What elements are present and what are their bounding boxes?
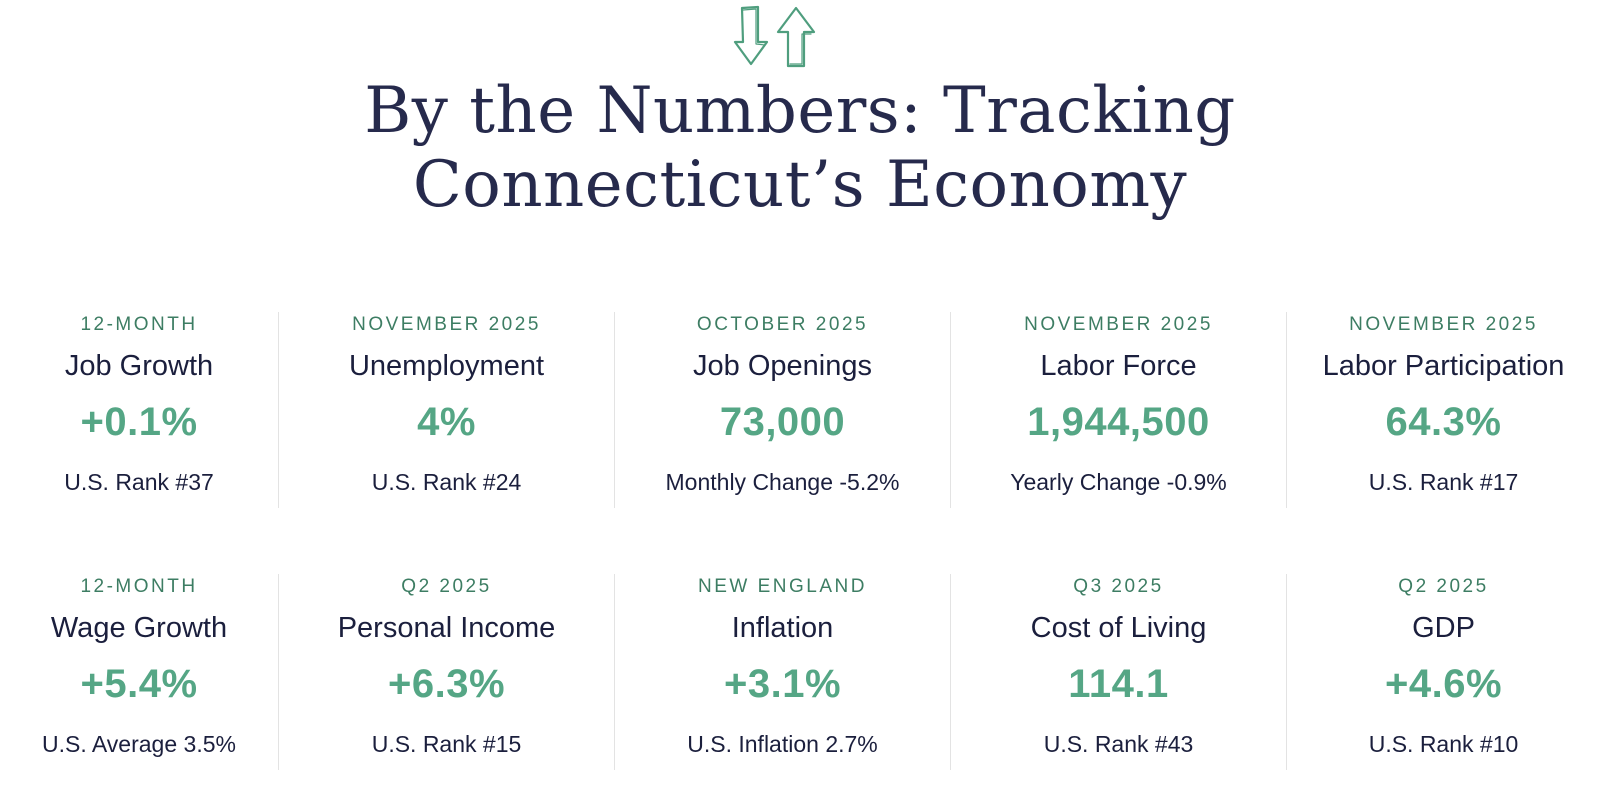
stat-metric: Inflation — [731, 612, 834, 644]
stat-subtext: U.S. Rank #10 — [1368, 731, 1519, 757]
stat-value: 4% — [417, 400, 476, 444]
stat-value: 64.3% — [1385, 400, 1502, 444]
stat-period: OCTOBER 2025 — [696, 314, 869, 335]
stat-card-job-growth: 12-MONTH Job Growth +0.1% U.S. Rank #37 — [0, 312, 278, 508]
stats-row-2: 12-MONTH Wage Growth +5.4% U.S. Average … — [0, 574, 1600, 770]
stat-period: NOVEMBER 2025 — [1349, 314, 1538, 335]
stat-value: +5.4% — [80, 662, 198, 706]
stat-subtext: U.S. Rank #17 — [1368, 469, 1519, 495]
stat-period: Q3 2025 — [1073, 576, 1164, 597]
stat-metric: Labor Participation — [1322, 350, 1565, 382]
stat-value: 114.1 — [1068, 662, 1169, 706]
stat-card-gdp: Q2 2025 GDP +4.6% U.S. Rank #10 — [1286, 574, 1600, 770]
stat-subtext: U.S. Rank #43 — [1043, 731, 1194, 757]
stat-metric: Cost of Living — [1030, 612, 1207, 644]
stat-card-labor-force: NOVEMBER 2025 Labor Force 1,944,500 Year… — [950, 312, 1286, 508]
stat-value: 73,000 — [719, 400, 846, 444]
stat-subtext: U.S. Average 3.5% — [42, 731, 236, 757]
stat-metric: Job Openings — [693, 350, 872, 382]
stat-metric: Personal Income — [337, 612, 556, 644]
stats-grid: 12-MONTH Job Growth +0.1% U.S. Rank #37 … — [0, 312, 1600, 788]
stat-metric: Job Growth — [64, 350, 214, 382]
stat-period: 12-MONTH — [80, 314, 198, 335]
stat-subtext: U.S. Inflation 2.7% — [687, 731, 878, 757]
stat-period: NOVEMBER 2025 — [1024, 314, 1213, 335]
stat-period: 12-MONTH — [80, 576, 198, 597]
stat-metric: Labor Force — [1040, 350, 1197, 382]
stat-value: +6.3% — [387, 662, 506, 706]
page-title: By the Numbers: Tracking Connecticut’s E… — [0, 74, 1600, 222]
stat-card-wage-growth: 12-MONTH Wage Growth +5.4% U.S. Average … — [0, 574, 278, 770]
stat-period: NEW ENGLAND — [698, 576, 867, 597]
stat-metric: Wage Growth — [50, 612, 228, 644]
stat-subtext: Monthly Change -5.2% — [665, 469, 900, 495]
stat-metric: GDP — [1412, 612, 1475, 644]
page-title-line-1: By the Numbers: Tracking — [364, 74, 1236, 148]
stat-period: NOVEMBER 2025 — [352, 314, 541, 335]
stat-card-job-openings: OCTOBER 2025 Job Openings 73,000 Monthly… — [614, 312, 950, 508]
stat-value: +3.1% — [723, 662, 842, 706]
page-title-line-2: Connecticut’s Economy — [412, 148, 1188, 222]
stat-subtext: Yearly Change -0.9% — [1010, 469, 1227, 495]
stat-subtext: U.S. Rank #37 — [64, 469, 214, 495]
stat-card-unemployment: NOVEMBER 2025 Unemployment 4% U.S. Rank … — [278, 312, 614, 508]
stat-card-cost-of-living: Q3 2025 Cost of Living 114.1 U.S. Rank #… — [950, 574, 1286, 770]
stat-card-personal-income: Q2 2025 Personal Income +6.3% U.S. Rank … — [278, 574, 614, 770]
stat-period: Q2 2025 — [401, 576, 492, 597]
up-down-arrows-icon — [732, 4, 832, 70]
stat-subtext: U.S. Rank #24 — [371, 469, 522, 495]
stat-card-labor-participation: NOVEMBER 2025 Labor Participation 64.3% … — [1286, 312, 1600, 508]
stat-metric: Unemployment — [348, 350, 545, 382]
stat-value: 1,944,500 — [1027, 400, 1210, 444]
stat-value: +4.6% — [1384, 662, 1503, 706]
stat-subtext: U.S. Rank #15 — [371, 731, 522, 757]
stat-value: +0.1% — [80, 400, 198, 444]
stats-row-1: 12-MONTH Job Growth +0.1% U.S. Rank #37 … — [0, 312, 1600, 508]
stat-period: Q2 2025 — [1398, 576, 1489, 597]
stat-card-inflation: NEW ENGLAND Inflation +3.1% U.S. Inflati… — [614, 574, 950, 770]
